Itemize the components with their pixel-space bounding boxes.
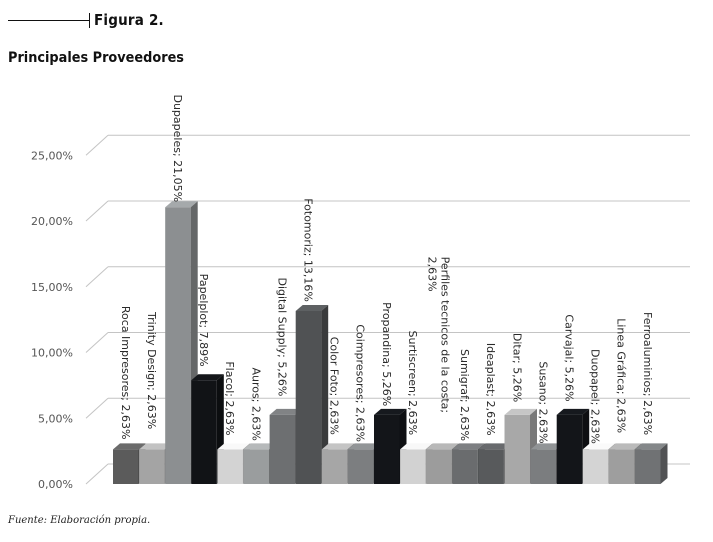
data-label: Ferroaluminios; 2,63% — [641, 312, 654, 435]
y-tick-label: 20,00% — [31, 215, 73, 228]
data-labels: Roca Impresores; 2,63% Trinity Design; 2,… — [119, 94, 654, 443]
figure-label: Figura 2. — [94, 11, 164, 29]
data-label: Perfiles tecnicos de la costa;2,63% — [425, 257, 451, 413]
chart-title: Principales Proveedores — [8, 50, 184, 66]
data-label: Sumigraf; 2,63% — [458, 349, 471, 441]
data-label-text: Dupapeles; 21,05% — [171, 94, 184, 202]
data-label: Flacol; 2,63% — [223, 361, 236, 435]
bars — [113, 201, 668, 484]
data-label: Auros; 2,63% — [249, 367, 262, 440]
data-label-text: Propandina; 5,26% — [380, 302, 393, 406]
data-label: Ideaplast; 2,63% — [484, 343, 497, 436]
data-label-text: Digital Supply; 5,26% — [275, 277, 288, 396]
gridline — [85, 332, 690, 353]
figure-label-rule — [8, 20, 90, 21]
data-label-text: Ideaplast; 2,63% — [484, 343, 497, 436]
data-label-text: 2,63% — [425, 257, 438, 292]
data-label: Duopapel; 2,63% — [589, 349, 602, 444]
data-label: Surtiscreen; 2,63% — [406, 331, 419, 436]
data-label-text: Surtiscreen; 2,63% — [406, 331, 419, 436]
data-label-text: Roca Impresores; 2,63% — [119, 306, 132, 440]
data-label: Color Foto; 2,63% — [328, 337, 341, 435]
bar — [635, 443, 668, 484]
y-tick-label: 0,00% — [38, 478, 73, 491]
bar — [295, 304, 329, 484]
data-label: Fotomoriz; 13,16% — [301, 198, 314, 302]
figure-label-tick — [89, 13, 90, 28]
data-label-text: Carvajal; 5,26% — [562, 314, 575, 401]
data-label: Ditar; 5,26% — [510, 333, 523, 402]
data-label: Papelplot; 7,89% — [197, 274, 210, 367]
data-label-text: Auros; 2,63% — [249, 367, 262, 440]
data-label-text: Ferroaluminios; 2,63% — [641, 312, 654, 435]
source-note: Fuente: Elaboración propia. — [8, 515, 151, 526]
data-label: Susano; 2,63% — [536, 361, 549, 443]
data-label-text: Coimpresores; 2,63% — [354, 324, 367, 442]
data-label-text: Linea Gráfica; 2,63% — [615, 318, 628, 433]
data-label: Linea Gráfica; 2,63% — [615, 318, 628, 433]
data-label: Dupapeles; 21,05% — [171, 94, 184, 202]
data-label-text: Sumigraf; 2,63% — [458, 349, 471, 441]
y-axis-tick-labels: 0,00% 5,00% 10,00% 15,00% 20,00% 25,00% — [31, 149, 73, 491]
data-label-text: Trinity Design; 2,63% — [145, 311, 158, 429]
data-label: Propandina; 5,26% — [380, 302, 393, 406]
y-tick-label: 5,00% — [38, 412, 73, 425]
data-label-text: Flacol; 2,63% — [223, 361, 236, 435]
data-label: Coimpresores; 2,63% — [354, 324, 367, 442]
gridline — [85, 134, 690, 156]
data-label-text: Perfiles tecnicos de la costa; — [438, 257, 451, 413]
data-label: Digital Supply; 5,26% — [275, 277, 288, 396]
gridline — [85, 200, 690, 222]
y-tick-label: 10,00% — [31, 347, 73, 360]
data-label-text: Color Foto; 2,63% — [328, 337, 341, 435]
data-label: Trinity Design; 2,63% — [145, 311, 158, 429]
data-label: Roca Impresores; 2,63% — [119, 306, 132, 440]
data-label: Carvajal; 5,26% — [562, 314, 575, 401]
y-tick-label: 15,00% — [31, 281, 73, 294]
bar — [374, 408, 407, 484]
data-label-text: Susano; 2,63% — [536, 361, 549, 443]
data-label-text: Duopapel; 2,63% — [589, 349, 602, 444]
bar — [139, 443, 172, 484]
data-label-text: Fotomoriz; 13,16% — [301, 198, 314, 302]
y-tick-label: 25,00% — [31, 149, 73, 162]
data-label-text: Ditar; 5,26% — [510, 333, 523, 402]
data-label-text: Papelplot; 7,89% — [197, 274, 210, 367]
gridline — [85, 266, 690, 288]
